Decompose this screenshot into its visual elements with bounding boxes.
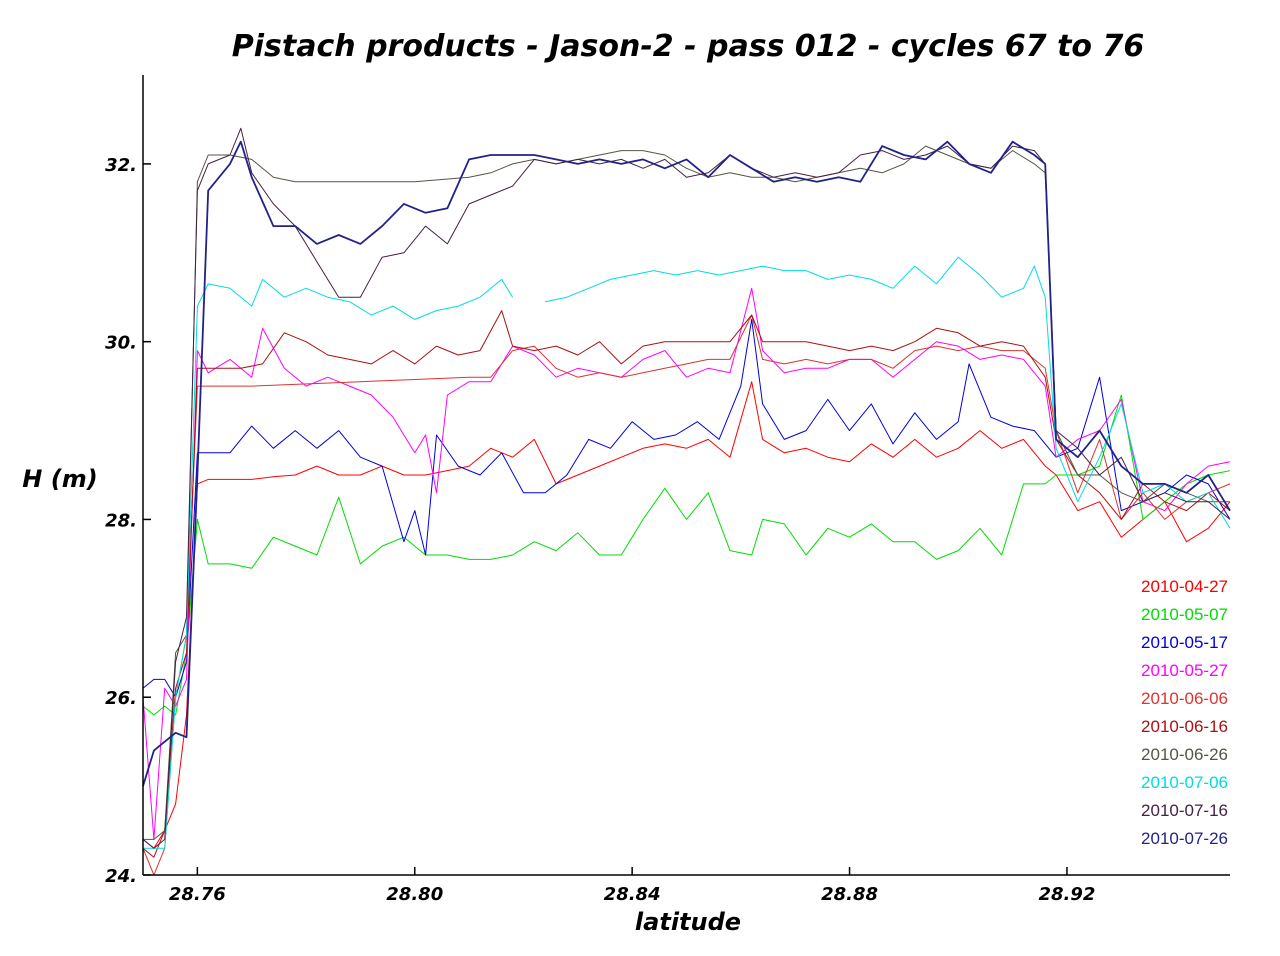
series-line-2010-06-06 [142, 314, 1231, 876]
y-tick-label: 32. [105, 155, 137, 176]
y-tick-label: 28. [105, 510, 137, 531]
x-tick-label: 28.80 [386, 884, 443, 905]
y-axis-label: H (m) [22, 465, 97, 493]
legend: 2010-04-27 2010-05-07 2010-05-17 2010-05-27… [1141, 577, 1228, 848]
series-line-2010-07-26 [142, 140, 1231, 787]
ticks-layer: 28.76 28.80 28.84 28.88 28.92 24. 26. 28. 30. 32. [105, 155, 1095, 905]
x-tick-label: 28.92 [1038, 884, 1095, 905]
legend-entry: 2010-06-06 [1141, 689, 1228, 708]
legend-entry: 2010-05-07 [1141, 605, 1228, 624]
y-tick-label: 26. [105, 688, 137, 709]
series-line-2010-04-27 [142, 381, 1231, 849]
series-layer [142, 127, 1231, 876]
series-line-2010-05-27 [142, 287, 1231, 840]
series-line-2010-05-07 [142, 394, 1231, 716]
series-line-2010-06-16 [142, 310, 1231, 858]
legend-entry: 2010-06-26 [1141, 745, 1228, 764]
legend-entry: 2010-07-26 [1141, 829, 1228, 848]
series-line-2010-07-16 [142, 127, 1231, 849]
legend-entry: 2010-05-17 [1141, 633, 1228, 652]
legend-entry: 2010-07-06 [1141, 773, 1228, 792]
chart-title: Pistach products - Jason-2 - pass 012 - … [232, 29, 1144, 64]
y-tick-label: 30. [105, 333, 137, 354]
legend-entry: 2010-04-27 [1141, 577, 1228, 596]
series-line-2010-07-06 [143, 256, 1231, 849]
legend-entry: 2010-05-27 [1141, 661, 1228, 680]
x-tick-label: 28.84 [604, 884, 661, 905]
x-axis-label: latitude [635, 908, 741, 936]
y-tick-label: 24. [105, 866, 137, 887]
legend-entry: 2010-07-16 [1141, 801, 1228, 820]
series-line-2010-05-17 [142, 318, 1231, 698]
x-tick-label: 28.88 [821, 884, 878, 905]
x-tick-label: 28.76 [169, 884, 226, 905]
legend-entry: 2010-06-16 [1141, 717, 1228, 736]
